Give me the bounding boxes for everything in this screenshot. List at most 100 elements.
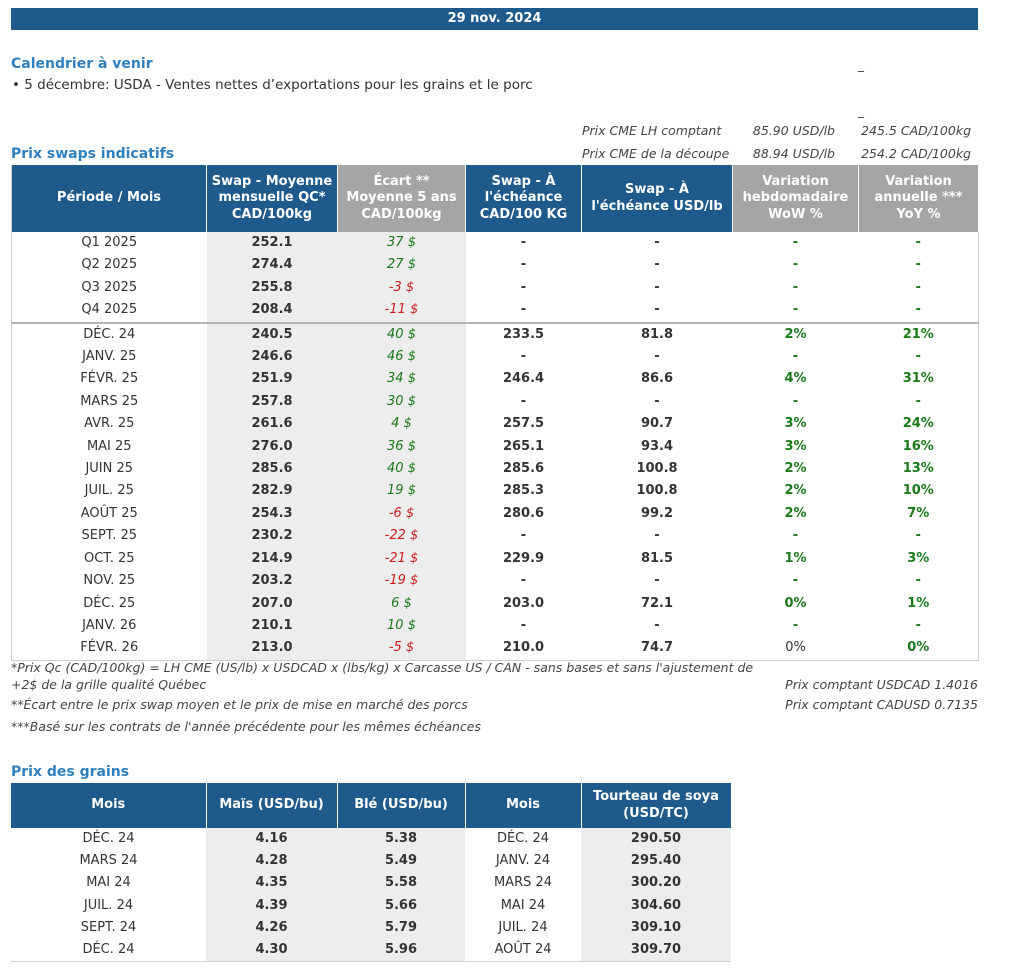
ecart-value: -3 $ [337, 276, 466, 300]
swap-usd-value: 90.7 [640, 416, 674, 432]
swap-row: DÉC. 24 240.5 40 $233.5 81.8 2% 21% [11, 321, 979, 347]
swap-cad-value: - [520, 528, 527, 544]
period-cell: NOV. 25 [83, 573, 136, 589]
wow-value: - [792, 393, 799, 409]
grain-month: MAI 24 [86, 875, 131, 891]
swap-usd-value: - [654, 302, 660, 318]
swap-value: 203.2 [206, 570, 338, 593]
ble-value: 5.38 [337, 828, 465, 851]
period-cell: FÉVR. 25 [80, 371, 139, 387]
swap-value: 276.0 [206, 435, 338, 459]
swap-cad-value: 210.0 [502, 640, 545, 656]
swap-cad-value: 285.3 [502, 483, 545, 499]
header-yoy: Variation annuelle *** YoY % [858, 165, 979, 232]
swap-usd-value: - [654, 528, 660, 544]
period-cell: Q2 2025 [81, 257, 138, 273]
grain-row: SEPT. 24 4.26 5.79 JUIL. 24 309.10 [11, 916, 731, 940]
swap-usd-value: 74.7 [640, 640, 674, 656]
cme-lh-cad: 245.5 CAD/100kg [861, 123, 971, 138]
swap-value: 213.0 [206, 637, 338, 661]
swap-row: JUIN 25 285.6 40 $285.6 100.8 2% 13% [12, 458, 979, 481]
wow-value: - [792, 617, 799, 633]
wow-value: 2% [784, 505, 807, 521]
ecart-value: 34 $ [337, 368, 466, 391]
grain-month: MARS 24 [79, 853, 138, 869]
swap-usd-value: - [654, 617, 660, 633]
swap-cad-value: - [520, 279, 527, 295]
wow-value: 4% [784, 371, 807, 387]
yoy-value: - [915, 393, 921, 409]
period-cell: Q1 2025 [81, 235, 138, 250]
yoy-value: - [915, 235, 921, 250]
ecart-value: -11 $ [337, 299, 466, 323]
header-swap-usd: Swap - À l'échéance USD/lb [581, 165, 733, 232]
period-cell: SEPT. 25 [81, 528, 137, 544]
swap-cad-value: - [520, 617, 527, 633]
yoy-value: - [915, 279, 921, 295]
ecart-value: -6 $ [337, 502, 466, 526]
grain-month: DÉC. 24 [82, 942, 135, 958]
wow-value: 3% [784, 438, 807, 454]
swap-value: 210.1 [206, 614, 338, 638]
period-cell: Q3 2025 [81, 279, 138, 295]
yoy-value: - [915, 528, 921, 544]
swap-row: JANV. 26 210.1 10 $ - - - - [12, 614, 979, 638]
ecart-value: -19 $ [337, 570, 466, 593]
wow-value: 1% [784, 550, 807, 566]
yoy-value: 7% [907, 505, 930, 521]
swap-usd-value: - [654, 573, 660, 589]
footnote-1-cont: +2$ de la grille qualité Québec [11, 677, 207, 692]
cme-lh-usd: 85.90 USD/lb [752, 123, 835, 138]
swap-value: 274.4 [206, 254, 338, 277]
wow-value: - [792, 528, 799, 544]
wow-value: 2% [784, 483, 807, 499]
swap-row: Q3 2025 255.8 -3 $ - - - - [12, 276, 979, 300]
swap-usd-value: 100.8 [636, 461, 678, 477]
swap-cad-value: 203.0 [502, 595, 545, 611]
period-cell: MARS 25 [80, 393, 139, 409]
swap-usd-value: - [654, 279, 660, 295]
ble-value: 5.96 [337, 939, 465, 962]
swap-usd-value: - [654, 349, 660, 365]
grain-table: Mois Maïs (USD/bu) Blé (USD/bu) Mois Tou… [11, 783, 732, 963]
swap-row: Q4 2025 208.4 -11 $ - - - - [12, 299, 979, 323]
swap-row: AVR. 25 261.6 4 $ 257.5 90.7 3% 24% [12, 413, 979, 436]
swap-row: JANV. 25 246.6 46 $ - - - - [12, 346, 979, 369]
swap-usd-value: - [654, 393, 660, 409]
swap-row: SEPT. 25 230.2 -22 $ - - - - [12, 525, 979, 548]
mais-value: 4.35 [206, 872, 337, 895]
swap-value: 214.9 [206, 547, 338, 571]
swap-value: 240.5 [206, 321, 338, 347]
yoy-value: 10% [902, 483, 934, 499]
swap-table: Période / Mois Swap - Moyenne mensuelle … [11, 165, 979, 661]
swap-row: Q2 2025 274.4 27 $ - - - - [12, 254, 979, 277]
ble-value: 5.58 [337, 872, 465, 895]
swap-value: 257.8 [206, 390, 338, 414]
swap-row: MARS 25 257.8 30 $ - - - - [12, 390, 979, 414]
ecart-value: -5 $ [337, 637, 466, 661]
grain-row: DÉC. 24 4.30 5.96 AOÛT 24 309.70 [11, 939, 731, 962]
mais-value: 4.26 [206, 916, 337, 940]
swap-row: Q1 2025 252.1 37 $ - - - - [12, 232, 979, 255]
swap-cad-value: 280.6 [502, 505, 545, 521]
swap-cad-value: 257.5 [502, 416, 545, 432]
date-banner: 29 nov. 2024 [11, 8, 978, 30]
period-cell: FÉVR. 26 [80, 640, 139, 656]
swap-cad-value: - [520, 235, 527, 250]
mais-value: 4.16 [206, 828, 337, 851]
swap-usd-value: 86.6 [640, 371, 674, 387]
yoy-value: 31% [902, 371, 934, 387]
soya-value: 295.40 [581, 850, 731, 873]
swap-value: 207.0 [206, 592, 338, 615]
soya-value: 290.50 [581, 828, 731, 851]
soya-value: 304.60 [581, 894, 731, 917]
header-soya: Tourteau de soya (USD/TC) [581, 783, 732, 828]
swap-value: 252.1 [206, 232, 338, 255]
swap-usd-value: 100.8 [636, 483, 678, 499]
header-wow: Variation hebdomadaire WoW % [732, 165, 859, 232]
period-cell: JUIN 25 [85, 461, 134, 477]
swap-value: 208.4 [206, 299, 338, 323]
ecart-value: -21 $ [337, 547, 466, 571]
swap-value: 251.9 [206, 368, 338, 391]
wow-value: 0% [784, 595, 807, 611]
